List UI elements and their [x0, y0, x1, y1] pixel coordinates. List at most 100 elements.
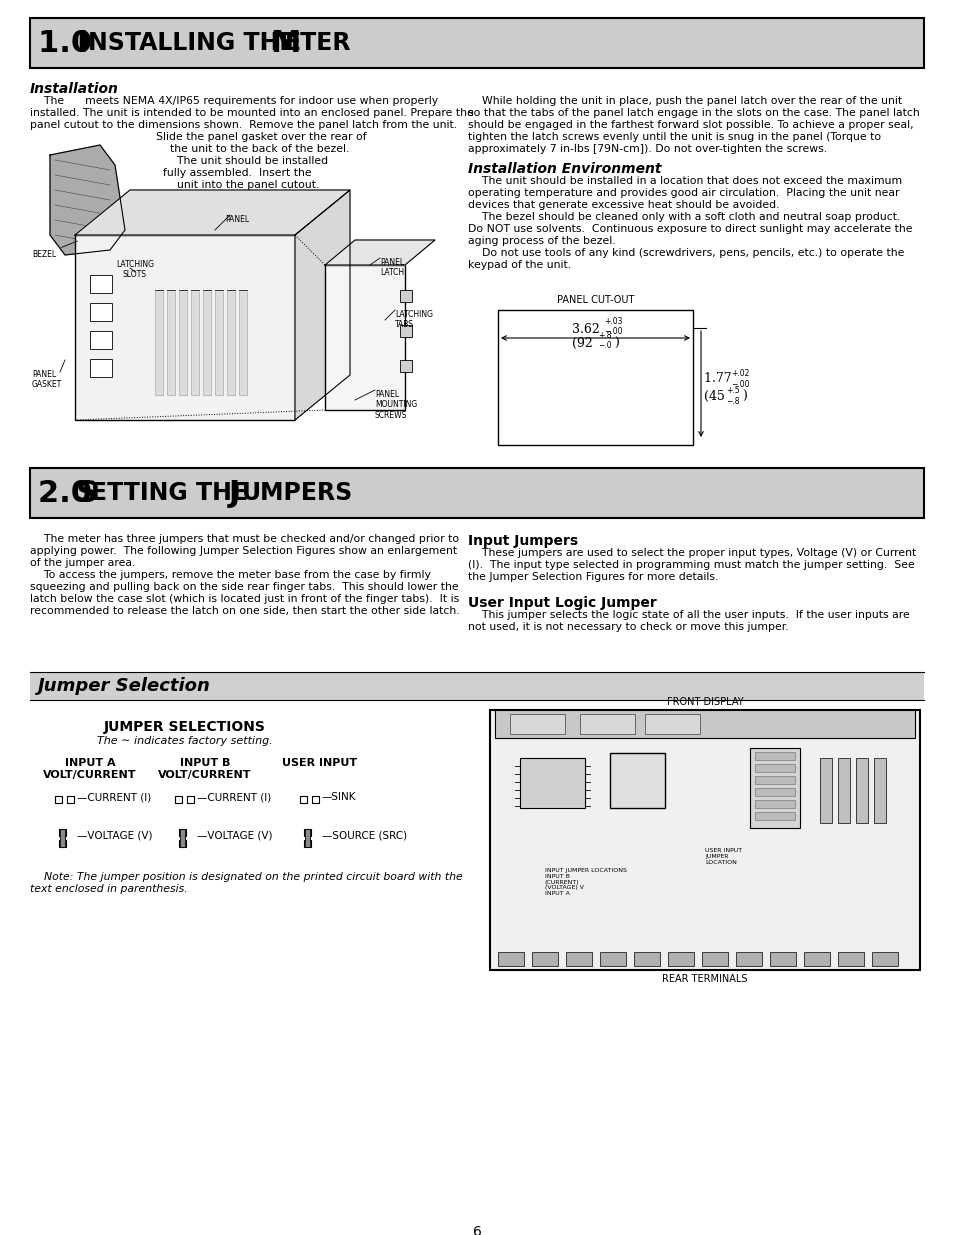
Bar — [60, 829, 65, 847]
Text: +.5
−.8: +.5 −.8 — [725, 387, 739, 406]
Bar — [754, 752, 794, 760]
Bar — [532, 952, 558, 966]
Bar — [634, 952, 659, 966]
Text: The unit should be installed in a location that does not exceed the maximum: The unit should be installed in a locati… — [468, 177, 902, 186]
Bar — [325, 266, 405, 410]
Bar — [227, 290, 234, 395]
Polygon shape — [75, 190, 350, 235]
Bar — [769, 952, 795, 966]
Polygon shape — [325, 240, 435, 266]
Polygon shape — [294, 190, 350, 420]
Bar — [90, 275, 112, 293]
Text: This jumper selects the logic state of all the user inputs.  If the user inputs : This jumper selects the logic state of a… — [468, 610, 909, 620]
Text: PANEL: PANEL — [225, 215, 249, 224]
Bar — [180, 829, 185, 847]
Bar — [179, 290, 187, 395]
Text: Installation Environment: Installation Environment — [468, 162, 660, 177]
Text: approximately 7 in-lbs [79N-cm]). Do not over-tighten the screws.: approximately 7 in-lbs [79N-cm]). Do not… — [468, 144, 826, 154]
Text: —VOLTAGE (V): —VOLTAGE (V) — [196, 831, 273, 841]
Bar — [497, 952, 523, 966]
Text: (92: (92 — [572, 337, 597, 350]
Bar — [30, 19, 923, 68]
Text: ETER: ETER — [285, 31, 351, 56]
Text: M: M — [270, 28, 300, 58]
Bar — [214, 290, 223, 395]
Text: should be engaged in the farthest forward slot possible. To achieve a proper sea: should be engaged in the farthest forwar… — [468, 120, 913, 130]
Text: BEZEL: BEZEL — [32, 241, 77, 259]
Text: fully assembled.  Insert the: fully assembled. Insert the — [30, 168, 312, 178]
Text: —CURRENT (I): —CURRENT (I) — [77, 792, 152, 802]
Text: keypad of the unit.: keypad of the unit. — [468, 261, 571, 270]
Bar — [90, 359, 112, 377]
Text: I: I — [76, 28, 88, 58]
Text: applying power.  The following Jumper Selection Figures show an enlargement: applying power. The following Jumper Sel… — [30, 546, 456, 556]
Text: The      meets NEMA 4X/IP65 requirements for indoor use when properly: The meets NEMA 4X/IP65 requirements for … — [30, 96, 437, 106]
Text: FRONT DISPLAY: FRONT DISPLAY — [666, 697, 742, 706]
Bar — [59, 829, 66, 836]
Bar — [304, 840, 311, 847]
Text: —CURRENT (I): —CURRENT (I) — [196, 792, 271, 802]
Text: J: J — [229, 478, 240, 508]
Bar — [55, 797, 62, 803]
Bar — [59, 840, 66, 847]
Bar — [154, 290, 163, 395]
Text: panel cutout to the dimensions shown.  Remove the panel latch from the unit.: panel cutout to the dimensions shown. Re… — [30, 120, 456, 130]
Text: operating temperature and provides good air circulation.  Placing the unit near: operating temperature and provides good … — [468, 188, 899, 198]
Bar — [239, 290, 247, 395]
Text: LATCHING
TABS: LATCHING TABS — [395, 310, 433, 330]
Text: so that the tabs of the panel latch engage in the slots on the case. The panel l: so that the tabs of the panel latch enga… — [468, 107, 919, 119]
Text: User Input Logic Jumper: User Input Logic Jumper — [468, 597, 656, 610]
Bar — [519, 758, 584, 808]
Text: aging process of the bezel.: aging process of the bezel. — [468, 236, 615, 246]
Text: The ∼ indicates factory setting.: The ∼ indicates factory setting. — [97, 736, 273, 746]
Text: While holding the unit in place, push the panel latch over the rear of the unit: While holding the unit in place, push th… — [468, 96, 902, 106]
Text: Note: The jumper position is designated on the printed circuit board with the: Note: The jumper position is designated … — [30, 872, 462, 882]
Bar — [30, 672, 923, 700]
Bar — [754, 811, 794, 820]
Text: latch below the case slot (which is located just in front of the finger tabs).  : latch below the case slot (which is loca… — [30, 594, 458, 604]
Bar — [203, 290, 211, 395]
Text: Do NOT use solvents.  Continuous exposure to direct sunlight may accelerate the: Do NOT use solvents. Continuous exposure… — [468, 224, 911, 233]
Text: Do not use tools of any kind (screwdrivers, pens, pencils, etc.) to operate the: Do not use tools of any kind (screwdrive… — [468, 248, 903, 258]
Text: REAR TERMINALS: REAR TERMINALS — [661, 974, 747, 984]
Text: ): ) — [614, 337, 618, 350]
Bar — [579, 714, 635, 734]
Text: the Jumper Selection Figures for more details.: the Jumper Selection Figures for more de… — [468, 572, 718, 582]
Bar — [90, 331, 112, 350]
Text: PANEL
MOUNTING
SCREWS: PANEL MOUNTING SCREWS — [375, 390, 416, 420]
Bar — [30, 468, 923, 517]
Text: UMPERS: UMPERS — [242, 480, 353, 505]
Text: —SOURCE (SRC): —SOURCE (SRC) — [322, 831, 407, 841]
Bar — [609, 753, 664, 808]
Bar — [179, 829, 186, 836]
Bar — [490, 710, 919, 969]
Text: devices that generate excessive heat should be avoided.: devices that generate excessive heat sho… — [468, 200, 779, 210]
Text: PANEL
LATCH: PANEL LATCH — [379, 258, 404, 278]
Text: VOLT/CURRENT: VOLT/CURRENT — [158, 769, 252, 781]
Text: LATCHING
SLOTS: LATCHING SLOTS — [116, 261, 153, 279]
Bar — [187, 797, 193, 803]
Bar — [191, 290, 199, 395]
Bar — [837, 952, 863, 966]
Bar — [754, 800, 794, 808]
Text: INPUT JUMPER LOCATIONS
INPUT B
(CURRENT)
(VOLTAGE) V
INPUT A: INPUT JUMPER LOCATIONS INPUT B (CURRENT)… — [544, 868, 626, 897]
Bar — [497, 310, 692, 445]
Text: Jumper Selection: Jumper Selection — [38, 677, 211, 695]
Text: USER INPUT
JUMPER
LOCATION: USER INPUT JUMPER LOCATION — [704, 848, 741, 864]
Bar — [304, 829, 311, 836]
Bar — [305, 829, 310, 847]
Text: 1.77: 1.77 — [703, 373, 735, 385]
Text: 1.0: 1.0 — [38, 28, 103, 58]
Text: 6: 6 — [472, 1225, 481, 1235]
Text: Input Jumpers: Input Jumpers — [468, 534, 578, 548]
Text: To access the jumpers, remove the meter base from the case by firmly: To access the jumpers, remove the meter … — [30, 571, 431, 580]
Bar — [299, 797, 307, 803]
Bar — [399, 325, 412, 337]
Text: These jumpers are used to select the proper input types, Voltage (V) or Current: These jumpers are used to select the pro… — [468, 548, 915, 558]
Text: The bezel should be cleaned only with a soft cloth and neutral soap product.: The bezel should be cleaned only with a … — [468, 212, 900, 222]
Bar — [644, 714, 700, 734]
Bar — [754, 776, 794, 784]
Bar — [399, 359, 412, 372]
Polygon shape — [50, 144, 125, 254]
Text: VOLT/CURRENT: VOLT/CURRENT — [43, 769, 136, 781]
